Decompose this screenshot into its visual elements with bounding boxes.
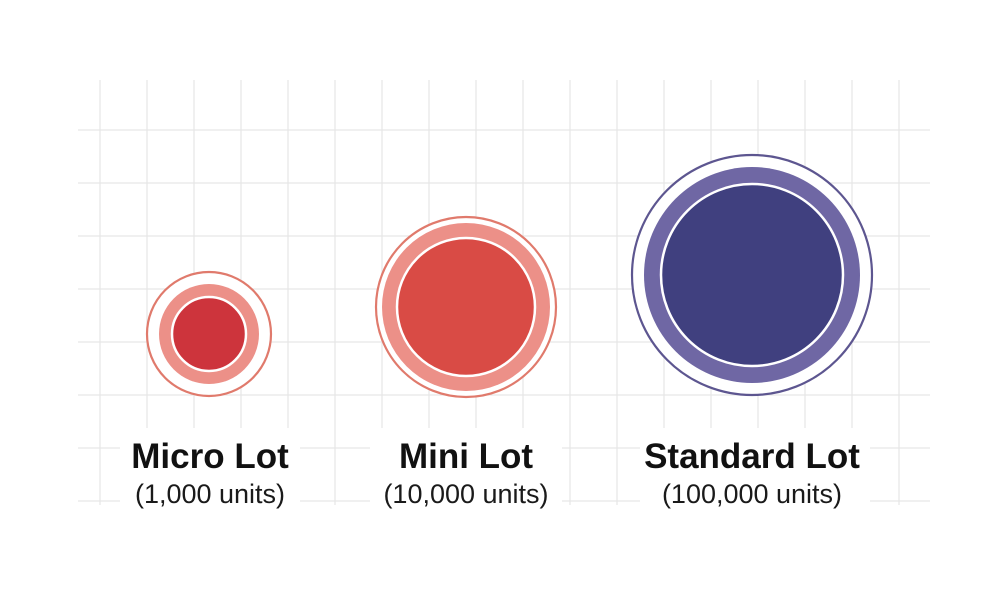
lot-units: (10,000 units)	[383, 479, 548, 509]
standard-lot-group: Standard Lot (100,000 units)	[630, 153, 874, 518]
lot-units: (1,000 units)	[135, 479, 285, 509]
lot-title: Micro Lot	[131, 437, 289, 476]
core-circle	[170, 295, 248, 373]
micro-lot-group: Micro Lot (1,000 units)	[120, 270, 300, 518]
core-circle	[659, 182, 845, 368]
lot-title: Standard Lot	[644, 437, 860, 476]
mini-lot-group: Mini Lot (10,000 units)	[370, 215, 562, 518]
label-backdrop	[120, 428, 300, 518]
lot-title: Mini Lot	[399, 437, 533, 476]
lot-units: (100,000 units)	[662, 479, 842, 509]
core-circle	[395, 236, 537, 378]
label-backdrop	[640, 428, 870, 518]
label-backdrop	[370, 428, 562, 518]
